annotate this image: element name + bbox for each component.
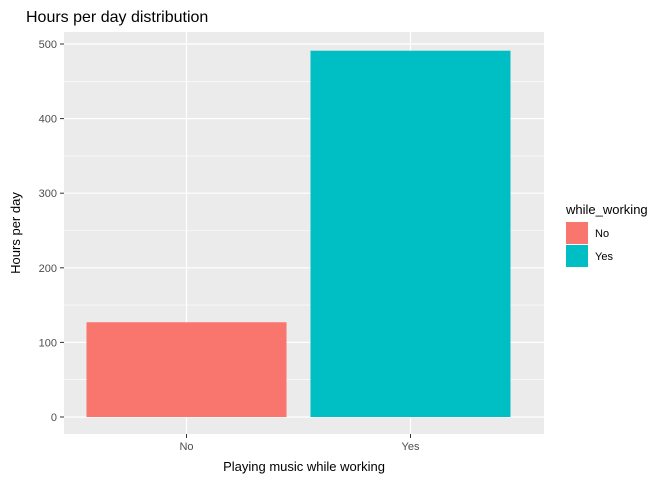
bar-yes (310, 50, 511, 418)
y-tick-label: 100 (39, 337, 57, 349)
x-tick-label: No (179, 441, 193, 453)
y-tick-label: 300 (39, 188, 57, 200)
y-tick-label: 500 (39, 39, 57, 51)
bar-no (86, 322, 287, 417)
legend-swatch-yes (566, 245, 588, 267)
y-tick-label: 200 (39, 263, 57, 275)
legend: while_working No Yes (565, 202, 648, 267)
legend-swatch-no (566, 222, 588, 244)
legend-label: Yes (595, 251, 613, 263)
x-axis: No Yes (179, 434, 420, 453)
y-axis: 0 100 200 300 400 500 (39, 39, 64, 424)
x-tick-label: Yes (402, 441, 420, 453)
legend-title: while_working (565, 202, 648, 217)
chart-title: Hours per day distribution (26, 9, 208, 26)
x-axis-title: Playing music while working (223, 459, 385, 474)
y-tick-label: 0 (51, 412, 57, 424)
legend-label: No (595, 228, 609, 240)
bars (86, 50, 511, 418)
y-axis-title: Hours per day (8, 192, 23, 274)
y-tick-label: 400 (39, 114, 57, 126)
